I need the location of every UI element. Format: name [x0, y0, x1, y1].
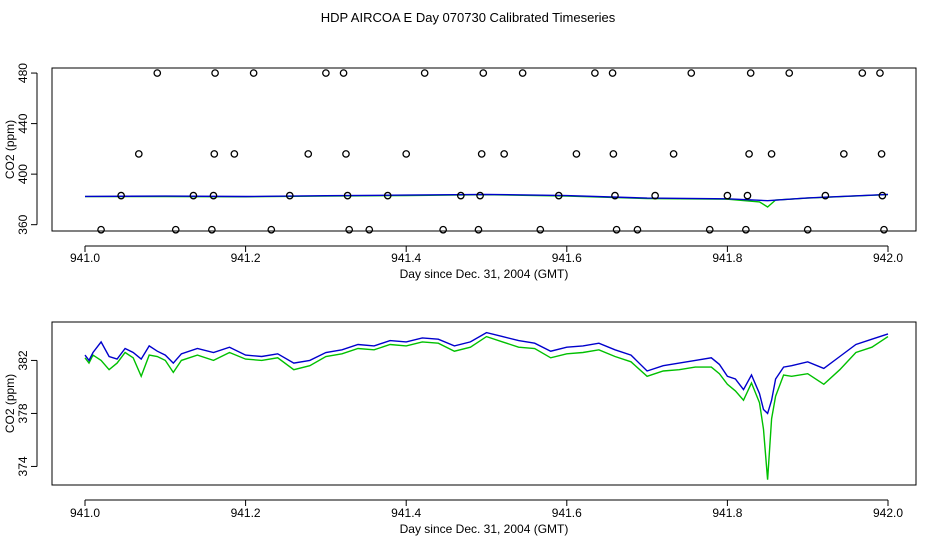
bottom-line-panel: 941.0 941.2 941.4 941.6 941.8 942.0 Day since …: [3, 321, 917, 536]
data-point: [383, 191, 392, 200]
data-point: [500, 150, 509, 158]
data-point: [479, 69, 488, 77]
data-point: [612, 225, 621, 234]
page-title: HDP AIRCOA E Day 070730 Calibrated Times…: [320, 10, 616, 25]
data-point: [767, 150, 776, 158]
y-tick-label: 360: [16, 214, 30, 234]
data-point: [439, 225, 447, 234]
data-point: [518, 69, 527, 77]
data-point: [285, 191, 294, 200]
plot-frame: [51, 67, 917, 232]
x-tick-label: 941.0: [70, 251, 100, 265]
data-point: [669, 150, 678, 158]
data-point: [785, 69, 794, 77]
x-tick-label: 941.6: [552, 251, 582, 265]
data-point: [876, 69, 884, 77]
data-point: [209, 191, 218, 200]
data-point: [134, 150, 143, 158]
data-point: [611, 191, 619, 200]
data-point: [342, 150, 350, 158]
data-point: [746, 69, 755, 77]
x-tick-label: 942.0: [873, 251, 903, 265]
data-point: [249, 69, 258, 77]
data-point: [456, 191, 465, 200]
data-point: [210, 150, 219, 158]
data-point: [858, 69, 867, 77]
y-tick-label: 378: [16, 403, 30, 423]
data-point: [267, 225, 276, 234]
y-tick-label: 440: [16, 113, 30, 133]
x-tick-label: 941.6: [552, 506, 582, 520]
data-point: [742, 225, 750, 234]
y-tick-label: 480: [16, 63, 30, 83]
data-point: [230, 150, 239, 158]
x-tick-label: 941.8: [712, 251, 742, 265]
data-point: [821, 191, 830, 200]
x-tick-label: 941.4: [391, 251, 421, 265]
x-tick-label: 941.2: [231, 251, 261, 265]
data-point: [304, 150, 313, 158]
y-axis-title: CO2 (ppm): [3, 374, 17, 433]
y-tick-label: 382: [16, 350, 30, 370]
data-point: [339, 69, 348, 77]
data-point: [477, 150, 486, 158]
data-point: [880, 225, 888, 234]
x-tick-label: 941.8: [712, 506, 742, 520]
series-line: [84, 331, 889, 415]
data-point: [345, 225, 354, 234]
x-tick-label: 942.0: [873, 506, 903, 520]
data-point: [189, 191, 198, 200]
top-scatter-panel: 941.0 941.2 941.4 941.6 941.8 942.0 Day since …: [3, 63, 917, 281]
data-point: [723, 191, 732, 200]
data-point: [476, 191, 484, 200]
data-point: [343, 191, 352, 200]
data-point: [609, 150, 618, 158]
data-point: [651, 191, 659, 200]
data-point: [839, 150, 848, 158]
data-point: [536, 225, 545, 234]
data-point: [117, 191, 125, 200]
y-axis-title: CO2 (ppm): [3, 120, 17, 179]
y-tick-label: 374: [16, 456, 30, 476]
data-point: [322, 69, 330, 77]
data-point: [402, 150, 411, 158]
data-point: [633, 225, 642, 234]
series-line: [84, 335, 889, 480]
data-point: [97, 225, 105, 234]
series-line: [84, 193, 889, 202]
data-point: [608, 69, 617, 77]
data-point: [745, 150, 753, 158]
data-point: [743, 191, 752, 200]
data-point: [420, 69, 429, 77]
data-point: [153, 69, 162, 77]
data-point: [171, 225, 180, 234]
data-point: [554, 191, 563, 200]
data-point: [591, 69, 599, 77]
y-tick-label: 400: [16, 164, 30, 184]
x-tick-label: 941.4: [391, 506, 421, 520]
x-axis-title: Day since Dec. 31, 2004 (GMT): [400, 522, 569, 536]
data-point: [365, 225, 374, 234]
data-point: [687, 69, 696, 77]
x-axis-title: Day since Dec. 31, 2004 (GMT): [400, 267, 569, 281]
plot-frame: [51, 321, 917, 486]
x-tick-label: 941.0: [70, 506, 100, 520]
data-point: [572, 150, 581, 158]
data-point: [878, 191, 887, 200]
data-point: [877, 150, 886, 158]
data-point: [208, 225, 216, 234]
data-point: [211, 69, 219, 77]
data-point: [705, 225, 714, 234]
data-point: [803, 225, 812, 234]
x-tick-label: 941.2: [231, 506, 261, 520]
data-point: [474, 225, 483, 234]
